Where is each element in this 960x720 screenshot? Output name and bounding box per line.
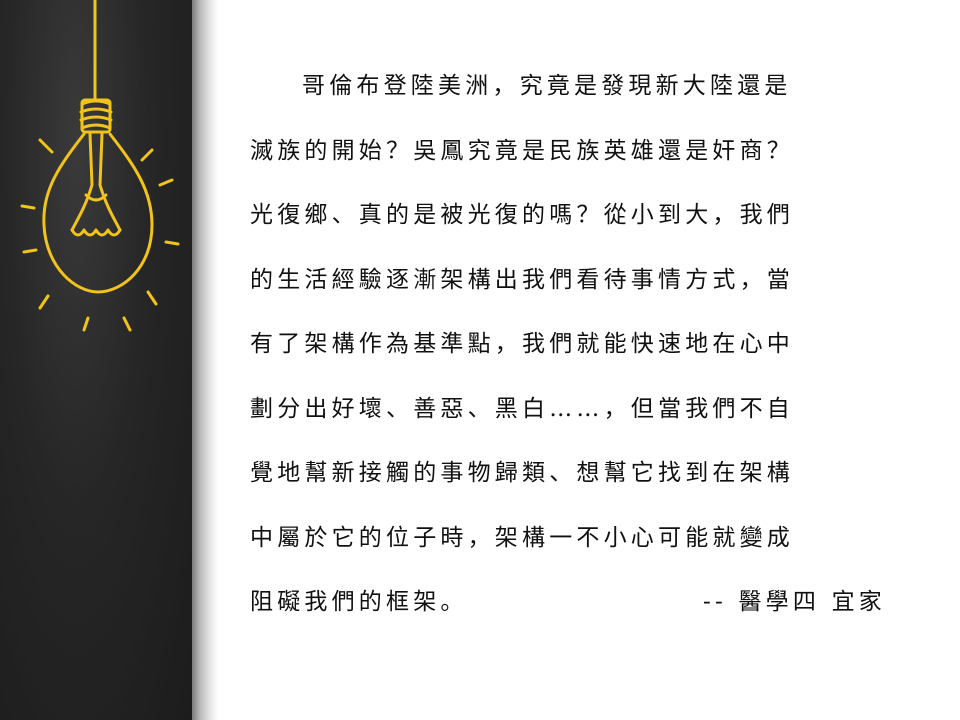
- essay-line-1: 哥倫布登陸美洲，究竟是發現新大陸還是: [302, 73, 792, 99]
- panel-shadow: [192, 0, 218, 720]
- essay-last-line: 阻礙我們的框架。 -- 醫學四 宜家: [250, 570, 900, 635]
- author-signature: -- 醫學四 宜家: [703, 589, 886, 615]
- essay-line-3: 光復鄉、真的是被光復的嗎？從小到大，我們: [250, 202, 794, 228]
- essay-line-8: 中屬於它的位子時，架構一不小心可能就變成: [250, 524, 794, 551]
- essay-text: 哥倫布登陸美洲，究竟是發現新大陸還是 滅族的開始？吳鳳究竟是民族英雄還是奸商？ …: [250, 54, 900, 635]
- light-bulb-icon: [20, 0, 180, 332]
- essay-line-7: 覺地幫新接觸的事物歸類、想幫它找到在架構: [250, 460, 794, 486]
- essay-line-5: 有了架構作為基準點，我們就能快速地在心中: [250, 331, 794, 357]
- chalkboard-panel: [0, 0, 192, 720]
- essay-line-4: 的生活經驗逐漸架構出我們看待事情方式，當: [250, 266, 794, 293]
- essay-line-9: 阻礙我們的框架。: [250, 589, 468, 615]
- essay-line-6: 劃分出好壞、善惡、黑白……，但當我們不自: [250, 395, 794, 422]
- essay-line-2: 滅族的開始？吳鳳究竟是民族英雄還是奸商？: [250, 137, 794, 164]
